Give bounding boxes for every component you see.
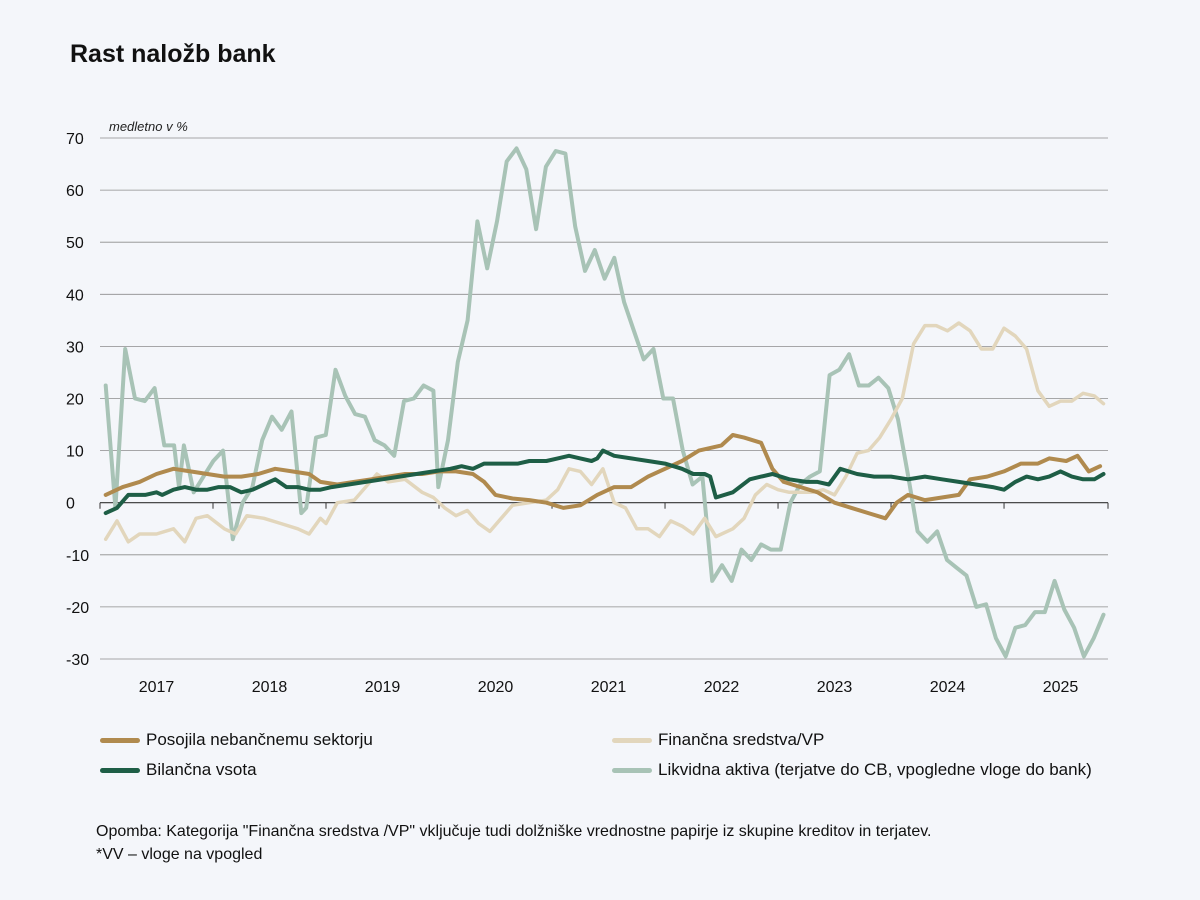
x-tick-label: 2018 — [252, 679, 288, 696]
legend-item-loans: Posojila nebančnemu sektorju — [100, 728, 373, 752]
x-tick-label: 2022 — [704, 679, 740, 696]
x-tick-label: 2017 — [139, 679, 175, 696]
x-tick-label: 2025 — [1043, 679, 1079, 696]
legend-label-loans: Posojila nebančnemu sektorju — [146, 730, 373, 749]
legend-label-liquid-assets: Likvidna aktiva (terjatve do CB, vpogled… — [658, 760, 1092, 779]
y-tick-label: 30 — [66, 339, 84, 356]
y-tick-label: -30 — [66, 652, 89, 669]
legend-item-securities: Finančna sredstva/VP — [612, 728, 824, 752]
series-line-securities — [103, 321, 1106, 544]
y-tick-label: 50 — [66, 235, 84, 252]
x-tick-label: 2023 — [817, 679, 853, 696]
footnote-line-2: *VV – vloge na vpogled — [96, 846, 263, 863]
legend-label-balance-sheet: Bilančna vsota — [146, 760, 257, 779]
y-tick-label: 20 — [66, 392, 84, 409]
y-tick-label: 0 — [66, 496, 75, 513]
footnote: Opomba: Kategorija "Finančna sredstva /V… — [96, 820, 932, 866]
series-line-balance-sheet — [103, 448, 1106, 516]
y-tick-label: -10 — [66, 548, 89, 565]
legend-swatch-liquid-assets — [612, 767, 652, 773]
legend-swatch-balance-sheet — [100, 767, 140, 773]
legend-item-balance-sheet: Bilančna vsota — [100, 758, 257, 782]
series-line-loans — [103, 433, 1103, 521]
y-tick-label: 60 — [66, 183, 84, 200]
x-tick-label: 2021 — [591, 679, 627, 696]
y-tick-label: 10 — [66, 444, 84, 461]
series-line-liquid-assets — [103, 146, 1106, 659]
legend-label-securities: Finančna sredstva/VP — [658, 730, 825, 749]
y-tick-label: -20 — [66, 600, 89, 617]
x-tick-label: 2019 — [365, 679, 401, 696]
x-tick-label: 2024 — [930, 679, 966, 696]
x-tick-label: 2020 — [478, 679, 514, 696]
y-axis-label: medletno v % — [109, 119, 188, 134]
legend-swatch-loans — [100, 737, 140, 743]
y-tick-label: 70 — [66, 131, 84, 148]
legend-swatch-securities — [612, 737, 652, 743]
footnote-line-1: Opomba: Kategorija "Finančna sredstva /V… — [96, 823, 932, 840]
chart-title: Rast naložb bank — [70, 40, 276, 68]
y-tick-label: 40 — [66, 287, 84, 304]
legend-item-liquid-assets: Likvidna aktiva (terjatve do CB, vpogled… — [612, 758, 1092, 782]
